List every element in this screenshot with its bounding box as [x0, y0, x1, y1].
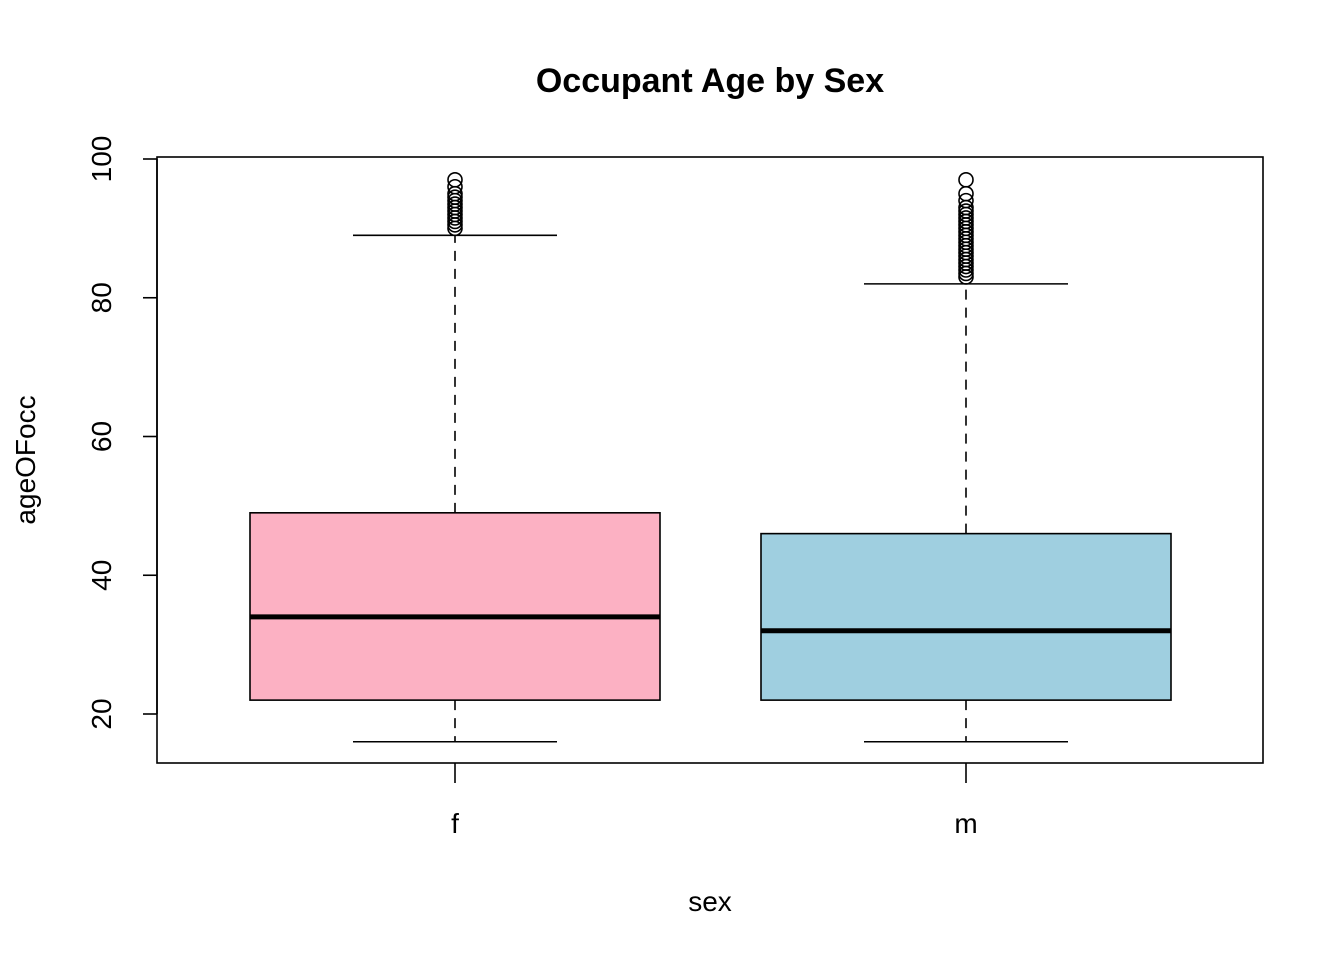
outlier-point: [958, 203, 974, 219]
outlier-point: [958, 210, 974, 226]
outlier-point: [447, 189, 463, 205]
x-axis-label: sex: [688, 886, 732, 917]
outlier-point: [447, 172, 463, 188]
box-m: [760, 172, 1172, 743]
chart-title: Occupant Age by Sex: [536, 62, 884, 100]
y-axis: 20 40 60 80 100: [86, 136, 158, 730]
x-tick-label: m: [954, 808, 977, 839]
y-tick-label: 60: [86, 421, 117, 452]
iqr-box: [249, 512, 661, 701]
y-tick-label: 40: [86, 560, 117, 591]
outlier-point: [447, 196, 463, 212]
box-f: [249, 172, 661, 743]
y-tick-label: 20: [86, 698, 117, 729]
y-axis-label: ageOFocc: [10, 395, 41, 524]
outlier-point: [958, 192, 974, 209]
x-tick-label: f: [451, 808, 459, 839]
outlier-point: [447, 178, 463, 195]
outlier-point: [958, 172, 974, 188]
iqr-box: [760, 532, 1172, 701]
y-tick-label: 100: [86, 136, 117, 183]
y-tick-label: 80: [86, 282, 117, 313]
boxes-group: [249, 172, 1172, 743]
